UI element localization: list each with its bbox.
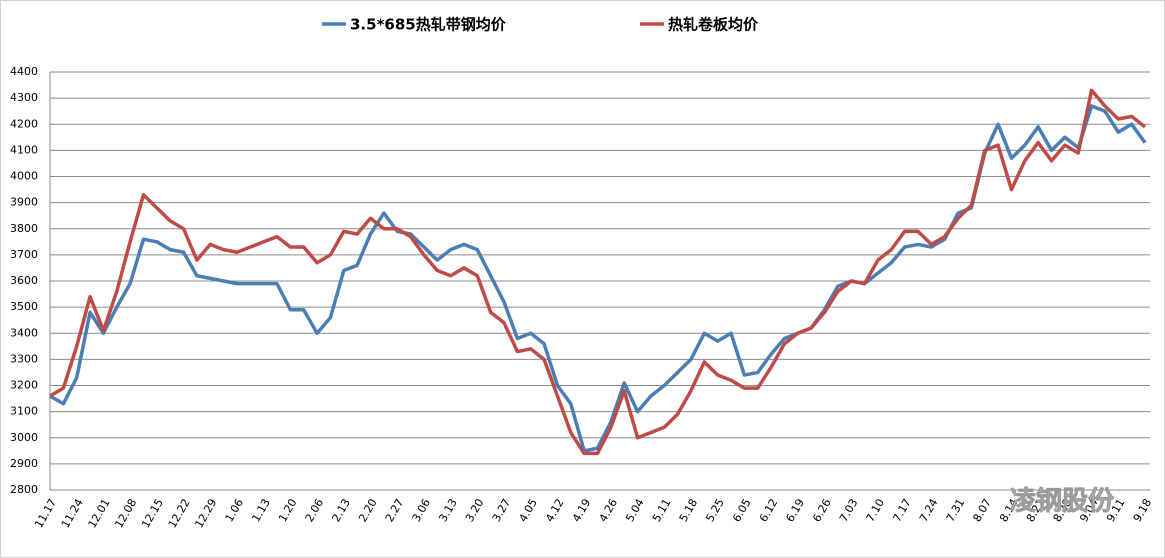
y-tick-label: 3600 [10, 274, 38, 287]
y-tick-label: 4100 [10, 143, 38, 156]
series-line [49, 104, 1147, 453]
legend-label: 热轧卷板均价 [668, 16, 759, 34]
y-tick-label: 4400 [10, 65, 38, 78]
y-tick-label: 3300 [10, 352, 38, 365]
y-tick-label: 4000 [10, 170, 38, 183]
watermark: 凌钢股份 [1010, 487, 1114, 517]
legend-label: 3.5*685热轧带钢均价 [350, 16, 507, 34]
y-tick-label: 3400 [10, 326, 38, 339]
y-tick-label: 3800 [10, 222, 38, 235]
y-tick-label: 3000 [10, 431, 38, 444]
y-tick-label: 2800 [10, 483, 38, 496]
y-tick-label: 3700 [10, 248, 38, 261]
y-tick-label: 3900 [10, 196, 38, 209]
series-line [49, 88, 1147, 456]
y-tick-label: 3100 [10, 405, 38, 418]
y-tick-label: 3200 [10, 379, 38, 392]
y-tick-label: 3500 [10, 300, 38, 313]
y-tick-label: 2900 [10, 457, 38, 470]
y-tick-label: 4200 [10, 117, 38, 130]
y-tick-label: 4300 [10, 91, 38, 104]
